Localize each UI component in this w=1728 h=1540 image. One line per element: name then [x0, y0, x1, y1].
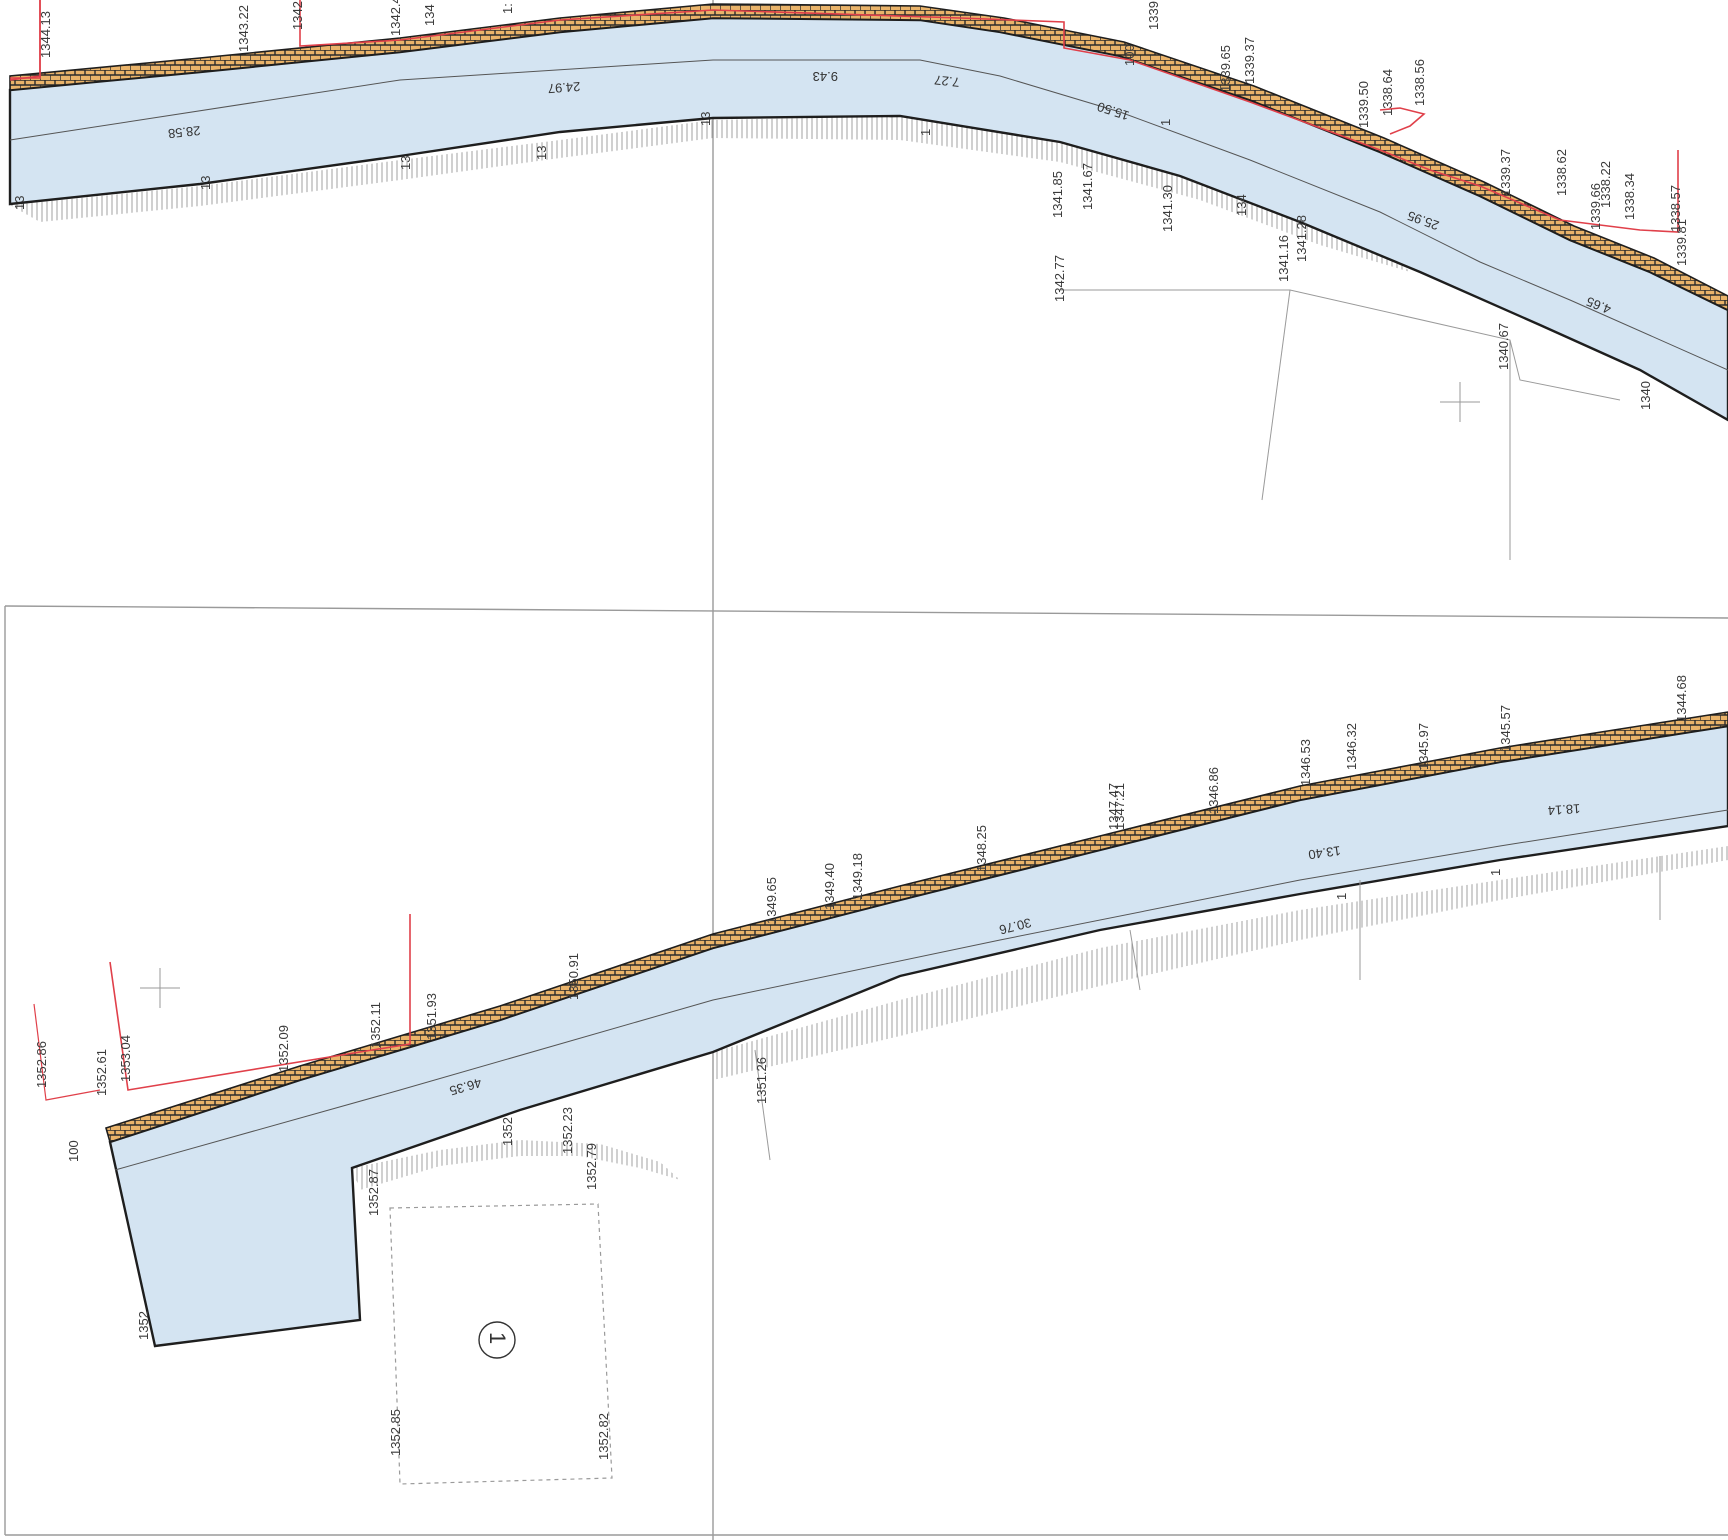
bottom-construction-lines — [754, 856, 1661, 1161]
bottom-elevation-label: 1353.04 — [118, 1035, 133, 1082]
top-elevation-label: 13 — [534, 146, 549, 160]
top-segment-length: 24.97 — [547, 79, 581, 96]
top-elevation-label: 1342.77 — [1052, 255, 1067, 302]
bottom-elevation-label: 1348.25 — [974, 825, 989, 872]
top-elevation-label: 1341.30 — [1160, 185, 1175, 232]
top-elevation-label: 13 — [398, 156, 413, 170]
bottom-paving-strip — [105, 711, 1728, 1144]
top-elevation-label: 1339.9 — [1146, 0, 1161, 30]
top-elevation-label: 1341.16 — [1276, 235, 1291, 282]
top-elevation-label: 1340 — [1638, 381, 1653, 410]
top-elevation-label: 134 — [422, 4, 437, 26]
top-segment-length: 9.43 — [813, 69, 838, 84]
top-embankment-hatch — [10, 116, 1410, 272]
bottom-survey-boundary — [109, 914, 411, 1091]
bottom-elevation-label: 1 — [1334, 893, 1349, 900]
bottom-segment-length: 18.14 — [1547, 801, 1581, 818]
top-elevation-label: 1341.85 — [1050, 171, 1065, 218]
top-survey-boundary-c — [1379, 107, 1426, 135]
bottom-survey-corner — [33, 1003, 101, 1101]
bottom-road-body — [108, 724, 1728, 1348]
bottom-elevation-label: 1347.47 — [1106, 783, 1121, 830]
top-elevation-label: 1338.57 — [1668, 185, 1683, 232]
bottom-embankment-hatch — [713, 846, 1728, 1080]
bottom-elevation-label: 1344.68 — [1674, 675, 1689, 722]
top-elevation-label: 1338.56 — [1412, 59, 1427, 106]
top-elevation-label: 13 — [698, 112, 713, 126]
top-road-body — [8, 16, 1728, 422]
top-elevation-label: 1339.66 — [1588, 183, 1603, 230]
top-road — [8, 0, 1728, 560]
top-elevation-label: 100 — [1122, 44, 1137, 66]
top-elevation-label: 1340.67 — [1496, 323, 1511, 370]
top-elevation-label: 1339.81 — [1674, 219, 1689, 266]
bottom-corner-hatch — [352, 1140, 680, 1190]
top-elevation-label: 13 — [198, 176, 213, 190]
top-centerline — [9, 59, 1728, 371]
top-elevation-label: 1338.64 — [1380, 69, 1395, 116]
top-survey-boundary-b — [299, 0, 1679, 233]
top-elevation-label: 1342.4 — [388, 0, 403, 36]
bottom-elevation-label: 1352 — [136, 1311, 151, 1340]
top-paving-strip — [9, 3, 1728, 311]
top-elevation-label: 134 — [1234, 194, 1249, 216]
top-elevation-label: 1339.37 — [1242, 37, 1257, 84]
bottom-elevation-label: 1352.09 — [276, 1025, 291, 1072]
bottom-centerline — [114, 809, 1728, 1171]
bottom-elevation-label: 1349.40 — [822, 863, 837, 910]
plot-marker-circle — [478, 1321, 516, 1359]
bottom-elevation-label: 1352.79 — [584, 1143, 599, 1190]
building-outline — [389, 1203, 613, 1485]
bottom-elevation-label: 1349.65 — [764, 877, 779, 924]
grid-cross — [140, 968, 180, 1008]
top-elevation-label: 1: — [500, 3, 515, 14]
bottom-elevation-label: 1346.86 — [1206, 767, 1221, 814]
top-survey-boundary-a — [9, 0, 41, 81]
bottom-segment-length: 13.40 — [1307, 843, 1341, 862]
bottom-elevation-label: 1347.21 — [1112, 783, 1127, 830]
top-elevation-label: 1 — [918, 129, 933, 136]
bottom-road — [33, 711, 1728, 1485]
top-elevation-label: 1341.28 — [1294, 215, 1309, 262]
top-elevation-label: 1342 — [290, 1, 305, 30]
bottom-elevation-label: 1350.91 — [566, 953, 581, 1000]
bottom-elevation-label: 1 — [1488, 869, 1503, 876]
plot-marker-number: 1 — [485, 1332, 510, 1344]
top-elevation-label: 1341.67 — [1080, 163, 1095, 210]
bottom-elevation-label: 1349.18 — [850, 853, 865, 900]
top-construction-lines — [1060, 289, 1621, 560]
bottom-elevation-label: 1345.57 — [1498, 705, 1513, 752]
annotation-layer: 1344.13 1343.22 1342 1342.4 134 1: 1339.9 1339.… — [12, 0, 1689, 1460]
bottom-elevation-label: 1351.93 — [424, 993, 439, 1040]
top-survey-boundary — [10, 0, 41, 79]
bottom-elevation-label: 1346.53 — [1298, 739, 1313, 786]
top-elevation-label: 1339.37 — [1498, 149, 1513, 196]
bottom-elevation-label: 1352.11 — [368, 1002, 383, 1048]
bottom-elevation-label: 1345.97 — [1416, 723, 1431, 770]
top-elevation-label: 1339.50 — [1356, 81, 1371, 128]
top-elevation-label: 13 — [12, 196, 27, 210]
top-elevation-label: 1344.13 — [38, 11, 53, 58]
top-segment-length: 7.27 — [934, 72, 961, 90]
bottom-elevation-label: 1352.82 — [596, 1413, 611, 1460]
top-elevation-label: 1339.65 — [1218, 45, 1233, 92]
bottom-elevation-label: 1352.86 — [34, 1041, 49, 1088]
bottom-elevation-label: 1346.32 — [1344, 723, 1359, 770]
bottom-elevation-label: 100 — [66, 1140, 81, 1162]
top-elevation-label: 1343.22 — [236, 5, 251, 52]
sheet-frame — [4, 0, 1728, 1540]
bottom-elevation-label: 1351.26 — [754, 1057, 769, 1104]
top-elevation-label: 1338.62 — [1554, 149, 1569, 196]
bottom-elevation-label: 1352.61 — [94, 1049, 109, 1096]
top-segment-length: 28.58 — [167, 123, 201, 141]
top-elevation-label: 1338.34 — [1622, 173, 1637, 220]
top-elevation-label: 1338.22 — [1598, 161, 1613, 208]
top-elevation-label: 1 — [1158, 119, 1173, 126]
bottom-elevation-label: 1352 — [500, 1117, 515, 1146]
bottom-elevation-label: 1352.87 — [366, 1169, 381, 1216]
bottom-elevation-label: 1352.23 — [560, 1107, 575, 1154]
bottom-elevation-label: 1352.85 — [388, 1409, 403, 1456]
